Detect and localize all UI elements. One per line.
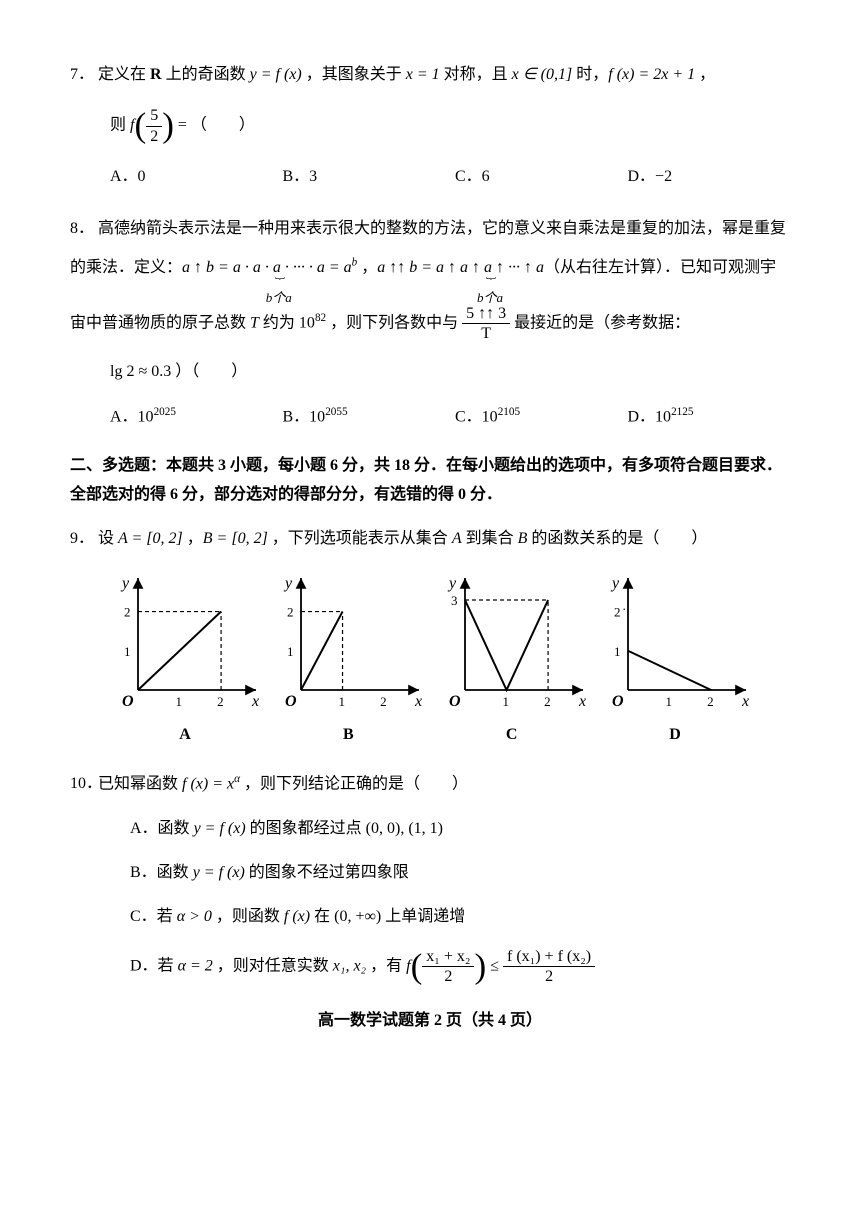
question-10: 10．已知幂函数 f (x) = xα ，则下列结论正确的是（ ） A．函数 y… bbox=[70, 769, 790, 986]
svg-text:1: 1 bbox=[124, 644, 131, 659]
q7-options: A．0 B．3 C．6 D．−2 bbox=[110, 162, 790, 192]
q7-option-a: A．0 bbox=[110, 162, 273, 192]
question-8: 8．高德纳箭头表示法是一种用来表示很大的整数的方法，它的意义来自乘法是重复的加法… bbox=[70, 210, 790, 432]
svg-text:3: 3 bbox=[451, 593, 458, 608]
underbrace-1: a · a · a · ··· · a︸b个a bbox=[233, 249, 325, 304]
svg-text:2: 2 bbox=[707, 694, 714, 709]
q10-option-c: C．若 α > 0 ，则函数 f (x) 在 (0, +∞) 上单调递增 bbox=[130, 902, 790, 932]
svg-text:y: y bbox=[447, 575, 457, 592]
svg-text:2: 2 bbox=[287, 605, 294, 620]
q8-option-d: D．102125 bbox=[628, 402, 791, 433]
graph-label: A bbox=[110, 720, 260, 750]
q10-option-b: B．函数 y = f (x) 的图象不经过第四象限 bbox=[130, 858, 790, 888]
q7-stem: 7．定义在 R 上的奇函数 y = f (x) ，其图象关于 x = 1 对称，… bbox=[70, 60, 790, 90]
graph-svg: xyO1212· bbox=[600, 574, 750, 714]
q7-option-d: D．−2 bbox=[628, 162, 791, 192]
svg-text:2: 2 bbox=[124, 605, 131, 620]
svg-text:O: O bbox=[122, 693, 134, 710]
svg-text:y: y bbox=[610, 575, 620, 592]
q8-option-c: C．102105 bbox=[455, 402, 618, 433]
q8-number: 8． bbox=[70, 210, 98, 248]
q10-option-d: D．若 α = 2 ，则对任意实数 x₁, x₂ ，有 f(x₁ + x₂2) … bbox=[130, 947, 790, 986]
q8-option-b: B．102055 bbox=[283, 402, 446, 433]
graph-c: x y O 1 2 3 C bbox=[437, 574, 587, 750]
graph-svg: x y O 1 2 3 bbox=[437, 574, 587, 714]
q9-stem: 9．设 A = [0, 2] ，B = [0, 2] ，下列选项能表示从集合 A… bbox=[70, 524, 790, 554]
svg-text:1: 1 bbox=[666, 694, 673, 709]
q9-graphs: xyO1212A xyO1212B xyO123C xyO1212·D bbox=[110, 574, 750, 750]
section-2-title: 二、多选题：本题共 3 小题，每小题 6 分，共 18 分．在每小题给出的选项中… bbox=[70, 452, 790, 510]
svg-text:2: 2 bbox=[544, 694, 551, 709]
svg-text:O: O bbox=[285, 693, 297, 710]
graph-label: B bbox=[273, 720, 423, 750]
q10-number: 10． bbox=[70, 769, 98, 799]
q10-stem: 10．已知幂函数 f (x) = xα ，则下列结论正确的是（ ） bbox=[70, 769, 790, 800]
graph-d: xyO1212·D bbox=[600, 574, 750, 750]
svg-text:2: 2 bbox=[217, 694, 224, 709]
svg-text:O: O bbox=[449, 693, 461, 710]
q7-option-c: C．6 bbox=[455, 162, 618, 192]
q8-hint: lg 2 ≈ 0.3 ）（ ） bbox=[110, 357, 790, 387]
svg-text:y: y bbox=[283, 575, 293, 592]
q8-stem-line1: 8．高德纳箭头表示法是一种用来表示很大的整数的方法，它的意义来自乘法是重复的加法… bbox=[70, 210, 790, 343]
graph-b: x y O 1 2 1 2 B bbox=[273, 574, 423, 750]
svg-text:1: 1 bbox=[287, 644, 294, 659]
svg-text:2: 2 bbox=[614, 605, 621, 620]
svg-text:O: O bbox=[612, 693, 624, 710]
svg-text:·: · bbox=[622, 602, 626, 617]
q7-option-b: B．3 bbox=[283, 162, 446, 192]
graph-a: x y O 1 2 1 2 A bbox=[110, 574, 260, 750]
svg-text:x: x bbox=[251, 693, 259, 710]
q8-option-a: A．102025 bbox=[110, 402, 273, 433]
q8-options: A．102025 B．102055 C．102105 D．102125 bbox=[110, 402, 790, 433]
svg-text:1: 1 bbox=[339, 694, 346, 709]
svg-text:x: x bbox=[414, 693, 422, 710]
svg-text:y: y bbox=[120, 575, 130, 592]
svg-text:1: 1 bbox=[176, 694, 183, 709]
q7-number: 7． bbox=[70, 60, 98, 90]
underbrace-2: a ↑ a ↑ a ↑ ··· ↑ a︸b个a bbox=[436, 249, 544, 304]
question-9: 9．设 A = [0, 2] ，B = [0, 2] ，下列选项能表示从集合 A… bbox=[70, 524, 790, 751]
q9-number: 9． bbox=[70, 524, 98, 554]
svg-text:x: x bbox=[741, 693, 749, 710]
q10-option-a: A．函数 y = f (x) 的图象都经过点 (0, 0), (1, 1) bbox=[130, 814, 790, 844]
graph-label: C bbox=[437, 720, 587, 750]
svg-text:1: 1 bbox=[502, 694, 509, 709]
svg-text:1: 1 bbox=[614, 644, 621, 659]
page-footer: 高一数学试题第 2 页（共 4 页） bbox=[70, 1006, 790, 1036]
q7-expression: 则 f(52) = （ ） bbox=[110, 106, 790, 145]
question-7: 7．定义在 R 上的奇函数 y = f (x) ，其图象关于 x = 1 对称，… bbox=[70, 60, 790, 192]
graph-svg: x y O 1 2 1 2 bbox=[273, 574, 423, 714]
svg-text:2: 2 bbox=[380, 694, 387, 709]
graph-svg: x y O 1 2 1 2 bbox=[110, 574, 260, 714]
svg-text:x: x bbox=[578, 693, 586, 710]
graph-label: D bbox=[600, 720, 750, 750]
